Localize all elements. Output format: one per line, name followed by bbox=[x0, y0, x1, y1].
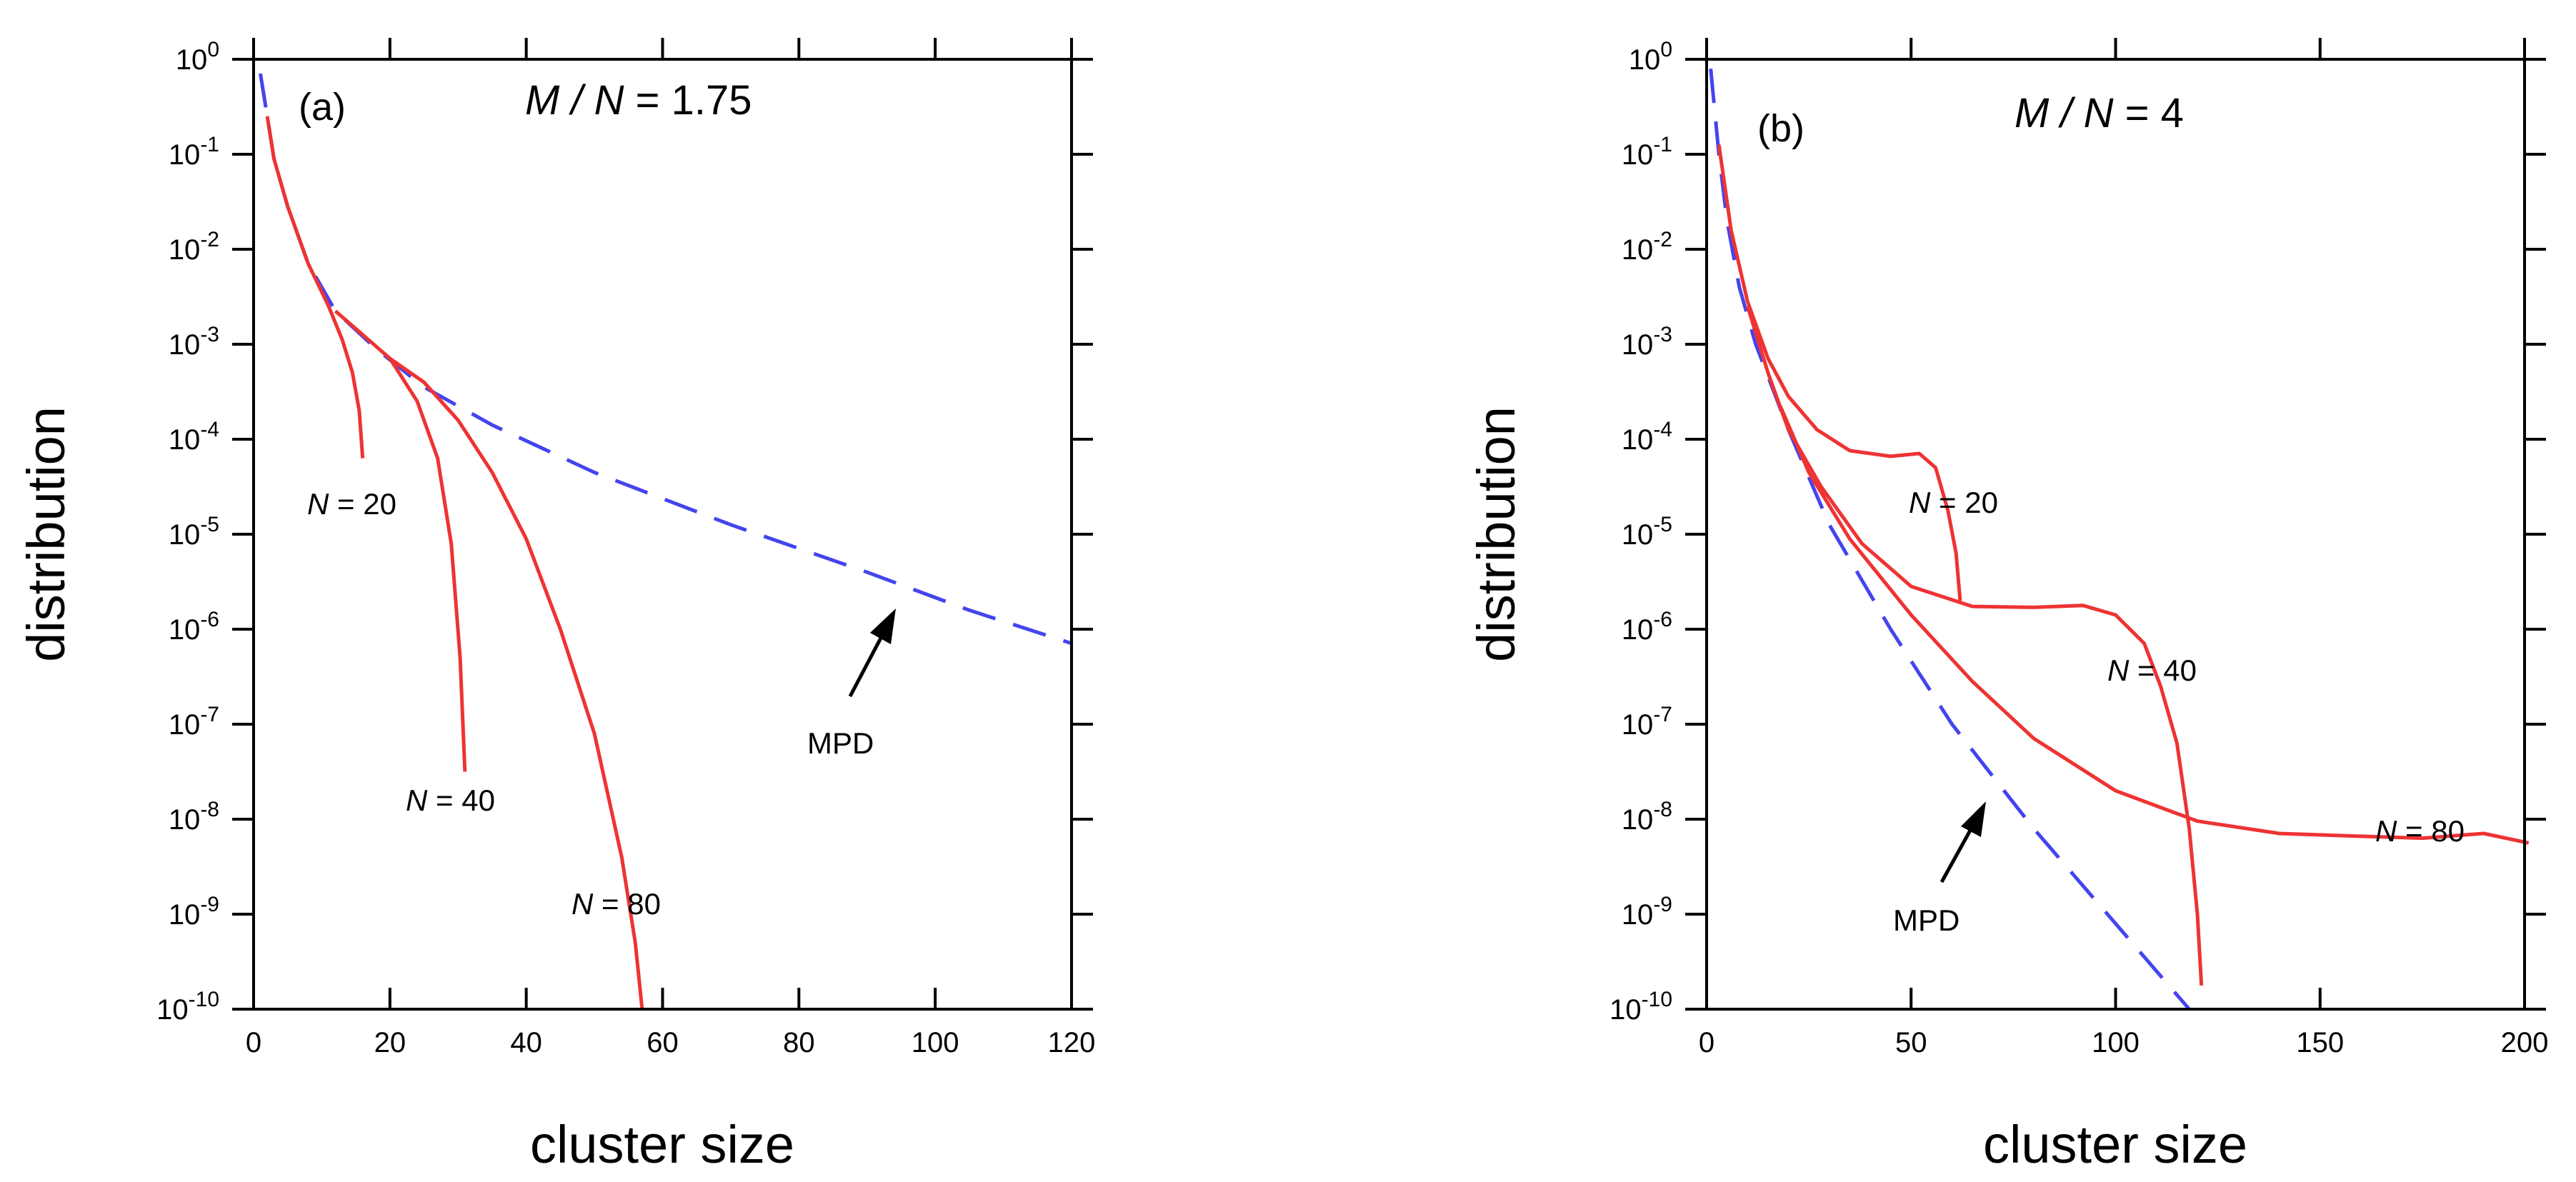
panel-b-mpd-arrow bbox=[1940, 801, 1986, 883]
series-n20 bbox=[1717, 144, 1962, 601]
series-n40 bbox=[334, 309, 467, 772]
panel-a-annotation-mpd: MPD bbox=[807, 726, 874, 760]
y-tick-label: 10-7 bbox=[169, 703, 219, 741]
panel-a-annotation-n40: N = 40 bbox=[406, 783, 495, 817]
x-tick-label: 20 bbox=[374, 1027, 406, 1058]
series-n80 bbox=[1778, 405, 2530, 845]
series-mpd bbox=[1709, 69, 2191, 1011]
panel-b-title: M / N = 4 bbox=[2015, 90, 2184, 136]
y-tick-label: 10-9 bbox=[169, 893, 219, 931]
y-tick-label: 10-7 bbox=[1622, 703, 1672, 741]
x-tick-label: 120 bbox=[1048, 1027, 1096, 1058]
panel-a-label: (a) bbox=[299, 86, 346, 129]
y-tick-label: 10-8 bbox=[169, 798, 219, 836]
x-tick-label: 100 bbox=[2092, 1027, 2140, 1058]
x-tick-label: 40 bbox=[510, 1027, 542, 1058]
panel-a-title: M / N = 1.75 bbox=[525, 77, 752, 124]
series-n40 bbox=[1745, 306, 2204, 986]
panel-b-annotation-n80: N = 80 bbox=[2375, 814, 2465, 848]
panel-a-xlabel: cluster size bbox=[530, 1115, 794, 1174]
panel-b-series bbox=[1709, 69, 2530, 1011]
y-tick-label: 10-6 bbox=[1622, 608, 1672, 646]
x-tick-label: 100 bbox=[912, 1027, 959, 1058]
panel-b-annotation-n40: N = 40 bbox=[2107, 653, 2197, 687]
x-tick-label: 50 bbox=[1895, 1027, 1927, 1058]
y-tick-label: 10-10 bbox=[156, 988, 219, 1026]
panel-b-annotation-mpd: MPD bbox=[1893, 903, 1960, 937]
x-tick-label: 150 bbox=[2296, 1027, 2344, 1058]
y-tick-label: 10-6 bbox=[169, 608, 219, 646]
y-tick-label: 10-4 bbox=[1622, 418, 1672, 456]
panel-b-tick-labels: 0 50 100 150 200 100 10-1 10-2 10-3 10-4 10-5 10-6 1… bbox=[1609, 38, 2548, 1058]
x-tick-label: 0 bbox=[1699, 1027, 1714, 1058]
panel-a-mpd-arrow bbox=[848, 608, 896, 698]
panel-b-annotation-n20: N = 20 bbox=[1909, 486, 1998, 519]
y-tick-label: 10-2 bbox=[1622, 228, 1672, 266]
y-tick-label: 100 bbox=[176, 38, 219, 76]
panel-b-label: (b) bbox=[1757, 107, 1804, 150]
y-tick-label: 10-8 bbox=[1622, 798, 1672, 836]
x-tick-label: 0 bbox=[246, 1027, 261, 1058]
panel-a: 0 20 40 60 80 100 120 100 10-1 10-2 10-3 10-4 10-5 10… bbox=[16, 38, 1095, 1174]
y-tick-label: 10-3 bbox=[1622, 323, 1672, 361]
y-tick-label: 10-5 bbox=[169, 513, 219, 551]
y-tick-label: 100 bbox=[1629, 38, 1672, 76]
panel-a-annotation-n80: N = 80 bbox=[571, 887, 661, 921]
panel-a-ylabel: distribution bbox=[16, 406, 76, 662]
y-tick-label: 10-1 bbox=[1622, 133, 1672, 171]
panel-a-frame bbox=[252, 58, 1073, 1011]
y-tick-label: 10-9 bbox=[1622, 893, 1672, 931]
panel-b-frame bbox=[1705, 58, 2526, 1011]
y-tick-label: 10-4 bbox=[169, 418, 219, 456]
x-tick-label: 80 bbox=[783, 1027, 815, 1058]
x-tick-label: 60 bbox=[647, 1027, 679, 1058]
panel-b-xlabel: cluster size bbox=[1983, 1115, 2247, 1174]
panel-b-ylabel: distribution bbox=[1467, 406, 1526, 662]
y-tick-label: 10-3 bbox=[169, 323, 219, 361]
y-tick-label: 10-5 bbox=[1622, 513, 1672, 551]
y-tick-label: 10-10 bbox=[1609, 988, 1672, 1026]
x-tick-label: 200 bbox=[2501, 1027, 2549, 1058]
series-n20 bbox=[265, 116, 365, 459]
panel-a-tick-labels: 0 20 40 60 80 100 120 100 10-1 10-2 10-3 10-4 10-5 10… bbox=[156, 38, 1095, 1058]
y-tick-label: 10-1 bbox=[169, 133, 219, 171]
panel-a-annotation-n20: N = 20 bbox=[307, 487, 396, 521]
panel-a-series bbox=[259, 73, 1072, 1010]
series-mpd bbox=[259, 73, 1072, 646]
series-n80 bbox=[389, 356, 644, 1010]
y-tick-label: 10-2 bbox=[169, 228, 219, 266]
panel-b: 0 50 100 150 200 100 10-1 10-2 10-3 10-4 10-5 10-6 1… bbox=[1467, 38, 2548, 1174]
